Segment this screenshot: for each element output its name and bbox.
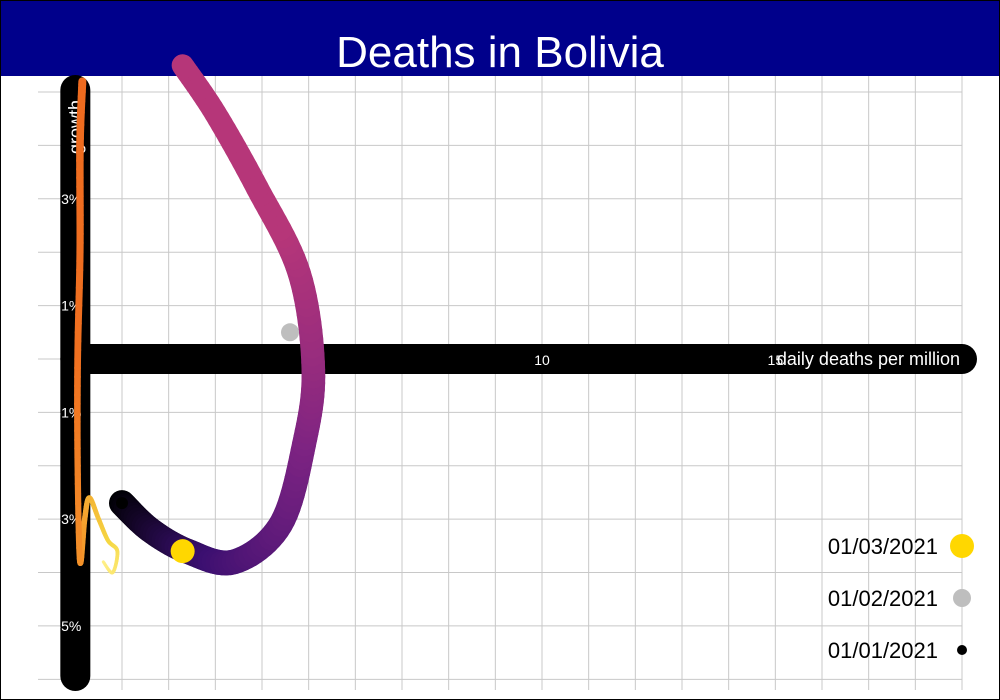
x-axis-label: daily deaths per million — [777, 349, 960, 369]
legend-label: 01/01/2021 — [828, 638, 938, 663]
legend-swatch — [957, 645, 967, 655]
legend-label: 01/03/2021 — [828, 534, 938, 559]
x-tick-label: 15 — [768, 352, 784, 368]
chart-title: Deaths in Bolivia — [336, 28, 664, 77]
y-tick-label: -3% — [56, 511, 81, 527]
x-tick-label: 10 — [534, 352, 550, 368]
series-segment — [171, 54, 196, 79]
legend-swatch — [953, 589, 971, 607]
date-marker — [116, 497, 128, 510]
title-bar: Deaths in Bolivia — [1, 1, 999, 77]
y-tick-label: 3% — [61, 191, 81, 207]
date-marker — [170, 539, 195, 564]
y-tick-label: -5% — [56, 618, 81, 634]
date-marker — [281, 323, 299, 342]
legend-swatch — [950, 534, 974, 558]
legend-label: 01/02/2021 — [828, 586, 938, 611]
